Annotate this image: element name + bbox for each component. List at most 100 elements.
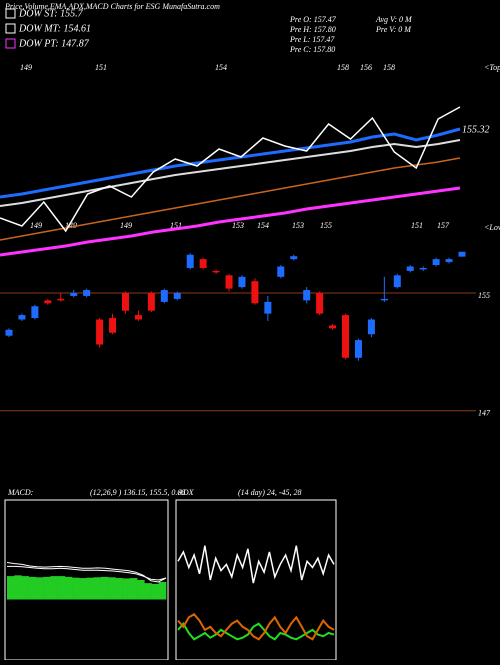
macd-bar — [14, 575, 22, 600]
candle-body — [212, 270, 220, 273]
stat: Avg V: 0 M — [375, 15, 413, 24]
candle-body — [316, 293, 324, 314]
candle-body — [419, 267, 427, 270]
macd-bar — [86, 577, 95, 600]
top-label: 158 — [383, 63, 395, 72]
macd-label: MACD: — [7, 488, 34, 497]
macd-bar — [151, 583, 160, 600]
candle-body — [199, 259, 207, 268]
bottom-label: 149 — [65, 221, 77, 230]
candle-body — [432, 259, 440, 266]
candle-body — [264, 301, 272, 314]
price-label: 147 — [478, 409, 491, 418]
line-ema-pt — [0, 186, 461, 257]
macd-bar — [64, 576, 73, 600]
candle-body — [277, 266, 285, 277]
candle-body — [329, 325, 337, 329]
candle-body — [109, 318, 117, 333]
candle-body — [380, 298, 388, 301]
bottom-label: 149 — [120, 221, 132, 230]
top-label: 154 — [215, 63, 227, 72]
candle-body — [5, 329, 13, 336]
legend-swatch — [5, 23, 16, 34]
candle-body — [70, 293, 78, 296]
macd-bar — [57, 576, 66, 600]
bottom-label: 153 — [292, 221, 304, 230]
candle-body — [134, 315, 142, 320]
legend-label: DOW ST: 155.7 — [18, 8, 84, 19]
macd-bar — [7, 576, 15, 600]
candle-body — [160, 290, 168, 302]
tops-label: <Tops — [484, 63, 500, 72]
lows-label: <Lows — [484, 223, 500, 232]
bottom-label: 157 — [437, 221, 450, 230]
macd-params: (12,26,9 ) 136.15, 155.5, 0.68 — [90, 488, 185, 497]
candle-body — [290, 256, 298, 260]
macd-bar — [100, 576, 109, 600]
candle-body — [238, 276, 246, 288]
adx-line — [177, 545, 335, 584]
line-price — [0, 106, 461, 233]
legend-label: DOW MT: 154.61 — [18, 23, 91, 34]
macd-bar — [108, 577, 116, 600]
line-ema-long — [0, 157, 461, 241]
adx-label: ADX — [177, 488, 195, 497]
macd-bar — [28, 576, 37, 600]
candle-body — [121, 293, 129, 311]
stat: Pre C: 157.80 — [289, 45, 335, 54]
macd-bar — [158, 581, 167, 600]
candle-body — [458, 251, 466, 257]
legend-swatch — [5, 8, 16, 19]
candle-body — [18, 315, 26, 320]
stat: Pre H: 157.80 — [289, 25, 336, 34]
macd-line — [6, 562, 167, 583]
macd-bar — [50, 576, 58, 600]
macd-bar — [137, 580, 145, 600]
adx-params: (14 day) 24, -45, 28 — [238, 488, 302, 497]
candle-body — [367, 319, 375, 335]
macd-bar — [21, 576, 29, 600]
candle-body — [31, 306, 39, 319]
candle-body — [225, 275, 233, 289]
line-ema-short — [0, 127, 461, 199]
bottom-label: 154 — [257, 221, 269, 230]
adx-line — [177, 613, 335, 641]
legend-swatch — [5, 38, 16, 49]
macd-bar — [129, 578, 138, 600]
bottom-label: 149 — [30, 221, 42, 230]
candle-body — [342, 315, 350, 358]
candle-body — [96, 319, 104, 345]
stat: Pre O: 157.47 — [289, 15, 337, 24]
candle-body — [303, 290, 311, 301]
candle-body — [393, 275, 401, 288]
macd-bar — [122, 578, 131, 600]
candle-body — [147, 293, 155, 311]
candle-body — [354, 340, 362, 358]
line-ema-mid — [0, 139, 461, 207]
top-label: 151 — [95, 63, 107, 72]
candle-body — [173, 293, 181, 299]
price-label: 155 — [478, 291, 490, 300]
macd-bar — [79, 578, 87, 600]
macd-bar — [72, 577, 80, 600]
legend-label: DOW PT: 147.87 — [18, 38, 90, 49]
macd-bar — [144, 583, 152, 600]
top-label: 158 — [337, 63, 349, 72]
adx-line — [177, 621, 335, 641]
candle-body — [445, 259, 453, 263]
candle-body — [57, 298, 65, 301]
stat: Pre L: 157.47 — [289, 35, 335, 44]
macd-bar — [43, 576, 51, 600]
bottom-label: 151 — [170, 221, 182, 230]
stat: Pre V: 0 M — [375, 25, 412, 34]
bottom-label: 151 — [411, 221, 423, 230]
top-label: 156 — [360, 63, 372, 72]
candle-body — [83, 290, 91, 296]
candle-body — [186, 254, 194, 268]
macd-bar — [35, 577, 44, 600]
chart-title: Price,Volume,EMA,ADX,MACD Charts for ESG… — [4, 2, 220, 11]
candle-body — [44, 300, 52, 304]
bottom-label: 155 — [320, 221, 332, 230]
